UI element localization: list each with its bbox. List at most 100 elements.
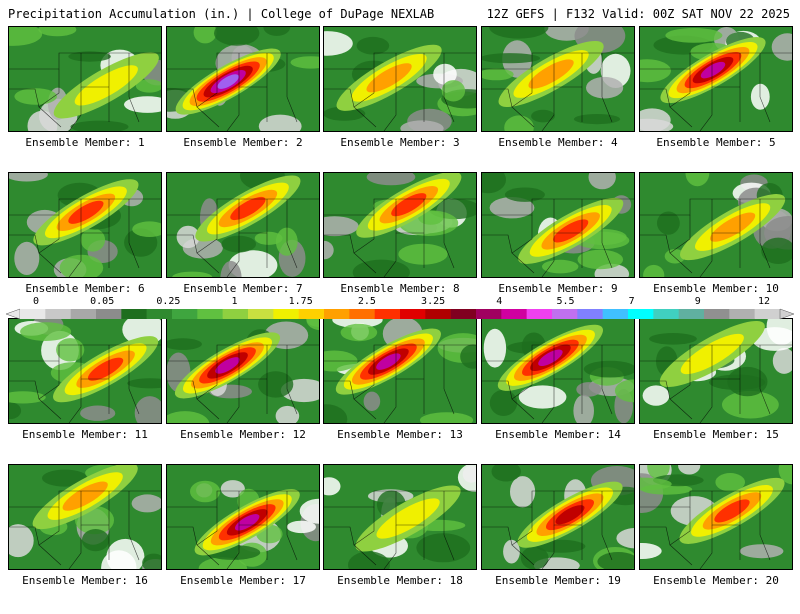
colorbar-swatch xyxy=(222,309,249,319)
precip-map xyxy=(481,318,635,424)
colorbar-tick-label: 7 xyxy=(628,296,635,307)
member-label: Ensemble Member: 1 xyxy=(25,136,145,149)
colorbar-swatch xyxy=(704,309,730,319)
ensemble-member-19: Ensemble Member: 19 xyxy=(481,464,635,614)
colorbar-tick-label: 0.25 xyxy=(156,296,181,307)
member-label: Ensemble Member: 13 xyxy=(337,428,463,441)
ensemble-member-3: Ensemble Member: 3 xyxy=(323,26,477,176)
colorbar-swatch xyxy=(121,309,147,319)
colorbar-swatch xyxy=(526,309,553,319)
colorbar-tick-label: 3.25 xyxy=(421,296,446,307)
colorbar-swatch xyxy=(678,309,705,319)
precip-map xyxy=(166,172,320,278)
ensemble-member-9: Ensemble Member: 9 xyxy=(481,172,635,322)
precip-map xyxy=(323,26,477,132)
colorbar-swatch xyxy=(400,309,426,319)
member-label: Ensemble Member: 7 xyxy=(183,282,303,295)
precip-map xyxy=(166,26,320,132)
precip-map xyxy=(8,172,162,278)
precip-map xyxy=(639,172,793,278)
member-label: Ensemble Member: 4 xyxy=(498,136,618,149)
member-label: Ensemble Member: 15 xyxy=(653,428,779,441)
precip-map xyxy=(323,464,477,570)
colorbar-tick-label: 0.05 xyxy=(90,296,115,307)
member-label: Ensemble Member: 11 xyxy=(22,428,148,441)
colorbar-tick-label: 4 xyxy=(496,296,503,307)
header: Precipitation Accumulation (in.) | Colle… xyxy=(0,0,800,26)
colorbar-swatch xyxy=(45,309,71,319)
colorbar-swatch xyxy=(628,309,654,319)
colorbar-swatch xyxy=(146,309,173,319)
colorbar-swatch xyxy=(602,309,629,319)
colorbar-swatch xyxy=(450,309,477,319)
colorbar-swatch xyxy=(324,309,350,319)
product-title: Precipitation Accumulation (in.) | Colle… xyxy=(8,7,435,21)
colorbar-tick-label: 12 xyxy=(757,296,771,307)
precip-map xyxy=(166,318,320,424)
colorbar-tick-label: 5.5 xyxy=(556,296,575,307)
member-label: Ensemble Member: 16 xyxy=(22,574,148,587)
precip-map xyxy=(8,318,162,424)
precip-map xyxy=(639,26,793,132)
member-label: Ensemble Member: 10 xyxy=(653,282,779,295)
colorbar-swatch xyxy=(501,309,527,319)
precip-map xyxy=(639,318,793,424)
ensemble-member-20: Ensemble Member: 20 xyxy=(639,464,793,614)
run-info: 12Z GEFS | F132 Valid: 00Z SAT NOV 22 20… xyxy=(486,7,790,21)
ensemble-member-11: Ensemble Member: 11 xyxy=(8,318,162,468)
colorbar-swatch xyxy=(349,309,375,319)
ensemble-member-14: Ensemble Member: 14 xyxy=(481,318,635,468)
ensemble-member-15: Ensemble Member: 15 xyxy=(639,318,793,468)
colorbar-swatch xyxy=(248,309,274,319)
member-label: Ensemble Member: 3 xyxy=(340,136,460,149)
precip-map xyxy=(323,172,477,278)
ensemble-member-16: Ensemble Member: 16 xyxy=(8,464,162,614)
ensemble-member-17: Ensemble Member: 17 xyxy=(166,464,320,614)
precip-map xyxy=(481,172,635,278)
ensemble-member-7: Ensemble Member: 7 xyxy=(166,172,320,322)
colorbar-tick-label: 2.5 xyxy=(357,296,376,307)
precip-map xyxy=(639,464,793,570)
member-label: Ensemble Member: 12 xyxy=(180,428,306,441)
ensemble-member-12: Ensemble Member: 12 xyxy=(166,318,320,468)
member-label: Ensemble Member: 5 xyxy=(656,136,776,149)
ensemble-member-8: Ensemble Member: 8 xyxy=(323,172,477,322)
colorbar-labels: 0 0.05 0.25 1 1.75 2.5 3.25 4 5.5 7 9 12 xyxy=(6,296,794,308)
colorbar-swatch xyxy=(374,309,401,319)
member-label: Ensemble Member: 8 xyxy=(340,282,460,295)
colorbar-swatch xyxy=(425,309,451,319)
colorbar-swatch xyxy=(729,309,755,319)
colorbar-swatch xyxy=(754,309,781,319)
ensemble-member-6: Ensemble Member: 6 xyxy=(8,172,162,322)
colorbar: 0 0.05 0.25 1 1.75 2.5 3.25 4 5.5 7 9 12 xyxy=(6,296,794,322)
colorbar-swatch xyxy=(552,309,578,319)
ensemble-member-18: Ensemble Member: 18 xyxy=(323,464,477,614)
ensemble-member-2: Ensemble Member: 2 xyxy=(166,26,320,176)
member-label: Ensemble Member: 14 xyxy=(495,428,621,441)
member-label: Ensemble Member: 9 xyxy=(498,282,618,295)
member-label: Ensemble Member: 2 xyxy=(183,136,303,149)
colorbar-swatch xyxy=(20,309,46,319)
colorbar-swatch xyxy=(577,309,603,319)
precip-map xyxy=(323,318,477,424)
colorbar-tick-label: 9 xyxy=(694,296,701,307)
colorbar-swatch xyxy=(298,309,325,319)
colorbar-swatch xyxy=(273,309,299,319)
ensemble-member-10: Ensemble Member: 10 xyxy=(639,172,793,322)
colorbar-swatch xyxy=(197,309,223,319)
member-label: Ensemble Member: 18 xyxy=(337,574,463,587)
precip-map xyxy=(481,464,635,570)
colorbar-swatch xyxy=(70,309,97,319)
ensemble-member-1: Ensemble Member: 1 xyxy=(8,26,162,176)
colorbar-tick-label: 1.75 xyxy=(288,296,313,307)
ensemble-member-4: Ensemble Member: 4 xyxy=(481,26,635,176)
colorbar-tick-label: 1 xyxy=(231,296,238,307)
ensemble-member-5: Ensemble Member: 5 xyxy=(639,26,793,176)
colorbar-min-arrow xyxy=(6,308,21,320)
colorbar-tick-label: 0 xyxy=(32,296,40,307)
ensemble-member-13: Ensemble Member: 13 xyxy=(323,318,477,468)
precip-map xyxy=(8,26,162,132)
colorbar-swatch xyxy=(96,309,122,319)
colorbar-swatch xyxy=(476,309,502,319)
member-label: Ensemble Member: 17 xyxy=(180,574,306,587)
